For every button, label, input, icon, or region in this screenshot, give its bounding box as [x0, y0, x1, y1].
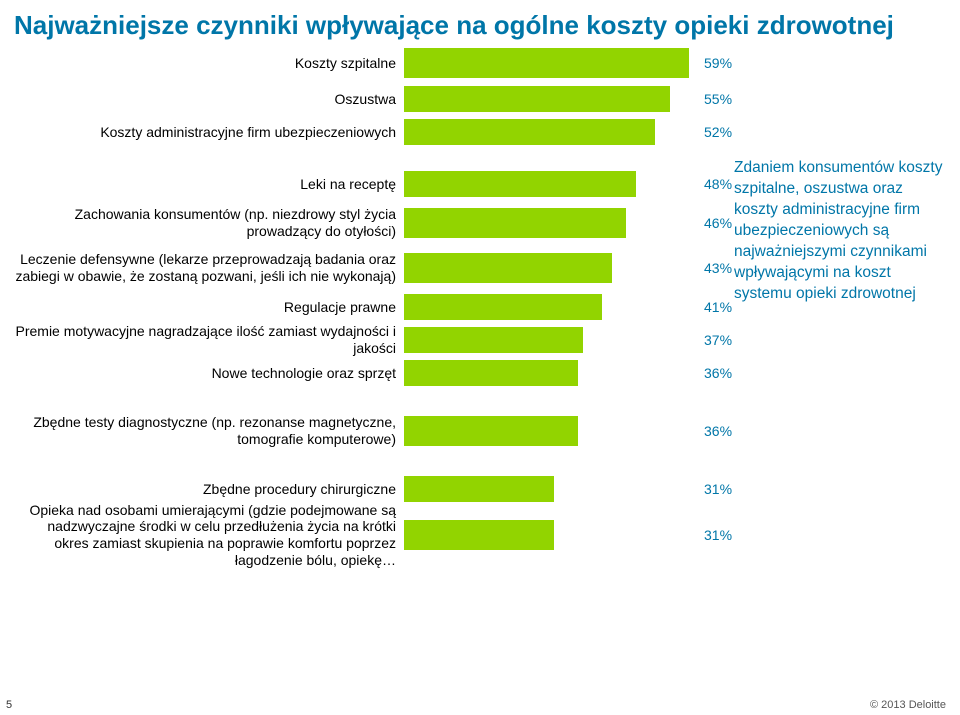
- chart-bar: [404, 416, 578, 446]
- chart-value: 48%: [704, 176, 732, 192]
- chart-bar-area: [404, 202, 694, 244]
- chart-bar: [404, 360, 578, 386]
- chart-value: 52%: [704, 124, 732, 140]
- chart-row-label-col: Zachowania konsumentów (np. niezdrowy st…: [14, 202, 404, 244]
- chart-row-label-col: Opieka nad osobami umierającymi (gdzie p…: [14, 507, 404, 563]
- chart-bar-area: [404, 117, 694, 147]
- chart-bar-area: [404, 169, 694, 199]
- chart-row-label-col: Koszty administracyjne firm ubezpieczeni…: [14, 117, 404, 147]
- chart-value-col: 31%: [694, 481, 764, 497]
- chart-row: Zbędne procedury chirurgiczne 31%: [14, 474, 946, 504]
- chart-row-label-col: Leki na receptę: [14, 169, 404, 199]
- chart-row: Koszty szpitalne 59%: [14, 45, 946, 81]
- chart-row-label: Zbędne procedury chirurgiczne: [203, 481, 396, 498]
- chart-value: 59%: [704, 55, 732, 71]
- chart-row: Oszustwa 55%: [14, 84, 946, 114]
- chart-row-label: Zachowania konsumentów (np. niezdrowy st…: [14, 206, 396, 240]
- chart-bar: [404, 48, 689, 78]
- chart-row-label-col: Zbędne procedury chirurgiczne: [14, 474, 404, 504]
- chart-row-label: Oszustwa: [335, 91, 396, 108]
- chart-value: 43%: [704, 260, 732, 276]
- chart-bar-area: [404, 247, 694, 289]
- chart-bar: [404, 119, 655, 145]
- chart-bar: [404, 171, 636, 197]
- chart-value: 37%: [704, 332, 732, 348]
- chart-row: Koszty administracyjne firm ubezpieczeni…: [14, 117, 946, 147]
- copyright: © 2013 Deloitte: [870, 699, 946, 711]
- chart-row-label: Regulacje prawne: [284, 299, 396, 316]
- chart-row-label-col: Oszustwa: [14, 84, 404, 114]
- chart-value: 41%: [704, 299, 732, 315]
- chart-row: Zbędne testy diagnostyczne (np. rezonans…: [14, 410, 946, 452]
- chart-value-col: 37%: [694, 332, 764, 348]
- chart-row-label: Koszty szpitalne: [295, 55, 396, 72]
- chart-bar-area: [404, 507, 694, 563]
- chart-value-col: 36%: [694, 365, 764, 381]
- chart-bar-area: [404, 45, 694, 81]
- chart-row-label: Leki na receptę: [300, 176, 396, 193]
- chart-row-label-col: Nowe technologie oraz sprzęt: [14, 358, 404, 388]
- chart-bar: [404, 208, 626, 238]
- chart-value-col: 59%: [694, 55, 764, 71]
- chart-row-label-col: Leczenie defensywne (lekarze przeprowadz…: [14, 247, 404, 289]
- chart-row: Opieka nad osobami umierającymi (gdzie p…: [14, 507, 946, 563]
- chart-bar-area: [404, 474, 694, 504]
- chart-row-label: Premie motywacyjne nagradzające ilość za…: [14, 323, 396, 357]
- chart-bar: [404, 294, 602, 320]
- chart-bar: [404, 520, 554, 550]
- chart-value: 31%: [704, 527, 732, 543]
- chart-row-label: Koszty administracyjne firm ubezpieczeni…: [100, 124, 396, 141]
- chart-value-col: 55%: [694, 91, 764, 107]
- chart-value: 36%: [704, 423, 732, 439]
- chart-bar-area: [404, 358, 694, 388]
- chart-value: 55%: [704, 91, 732, 107]
- chart-value-col: 31%: [694, 527, 764, 543]
- chart-row: Nowe technologie oraz sprzęt 36%: [14, 358, 946, 388]
- chart-bar-area: [404, 325, 694, 355]
- chart-bar: [404, 86, 670, 112]
- chart-bar: [404, 327, 583, 353]
- chart-bar-area: [404, 292, 694, 322]
- chart-bar-area: [404, 410, 694, 452]
- side-note: Zdaniem konsumentów koszty szpitalne, os…: [734, 158, 946, 304]
- chart-bar: [404, 476, 554, 502]
- chart-row-label: Nowe technologie oraz sprzęt: [212, 365, 396, 382]
- chart-value-col: 36%: [694, 423, 764, 439]
- page-title: Najważniejsze czynniki wpływające na ogó…: [14, 10, 946, 41]
- chart-value: 36%: [704, 365, 732, 381]
- chart-row-label-col: Premie motywacyjne nagradzające ilość za…: [14, 325, 404, 355]
- chart-row-label-col: Regulacje prawne: [14, 292, 404, 322]
- chart-row: Premie motywacyjne nagradzające ilość za…: [14, 325, 946, 355]
- page-number: 5: [6, 699, 12, 711]
- chart-row-label: Opieka nad osobami umierającymi (gdzie p…: [14, 502, 396, 569]
- chart-bar-area: [404, 84, 694, 114]
- chart-bar: [404, 253, 612, 283]
- chart-row-label-col: Zbędne testy diagnostyczne (np. rezonans…: [14, 410, 404, 452]
- chart-row-label: Zbędne testy diagnostyczne (np. rezonans…: [14, 414, 396, 448]
- chart-value-col: 52%: [694, 124, 764, 140]
- chart-value: 31%: [704, 481, 732, 497]
- chart-row-label: Leczenie defensywne (lekarze przeprowadz…: [14, 251, 396, 285]
- slide-page: Najważniejsze czynniki wpływające na ogó…: [0, 0, 960, 715]
- chart-value: 46%: [704, 215, 732, 231]
- chart-row-label-col: Koszty szpitalne: [14, 45, 404, 81]
